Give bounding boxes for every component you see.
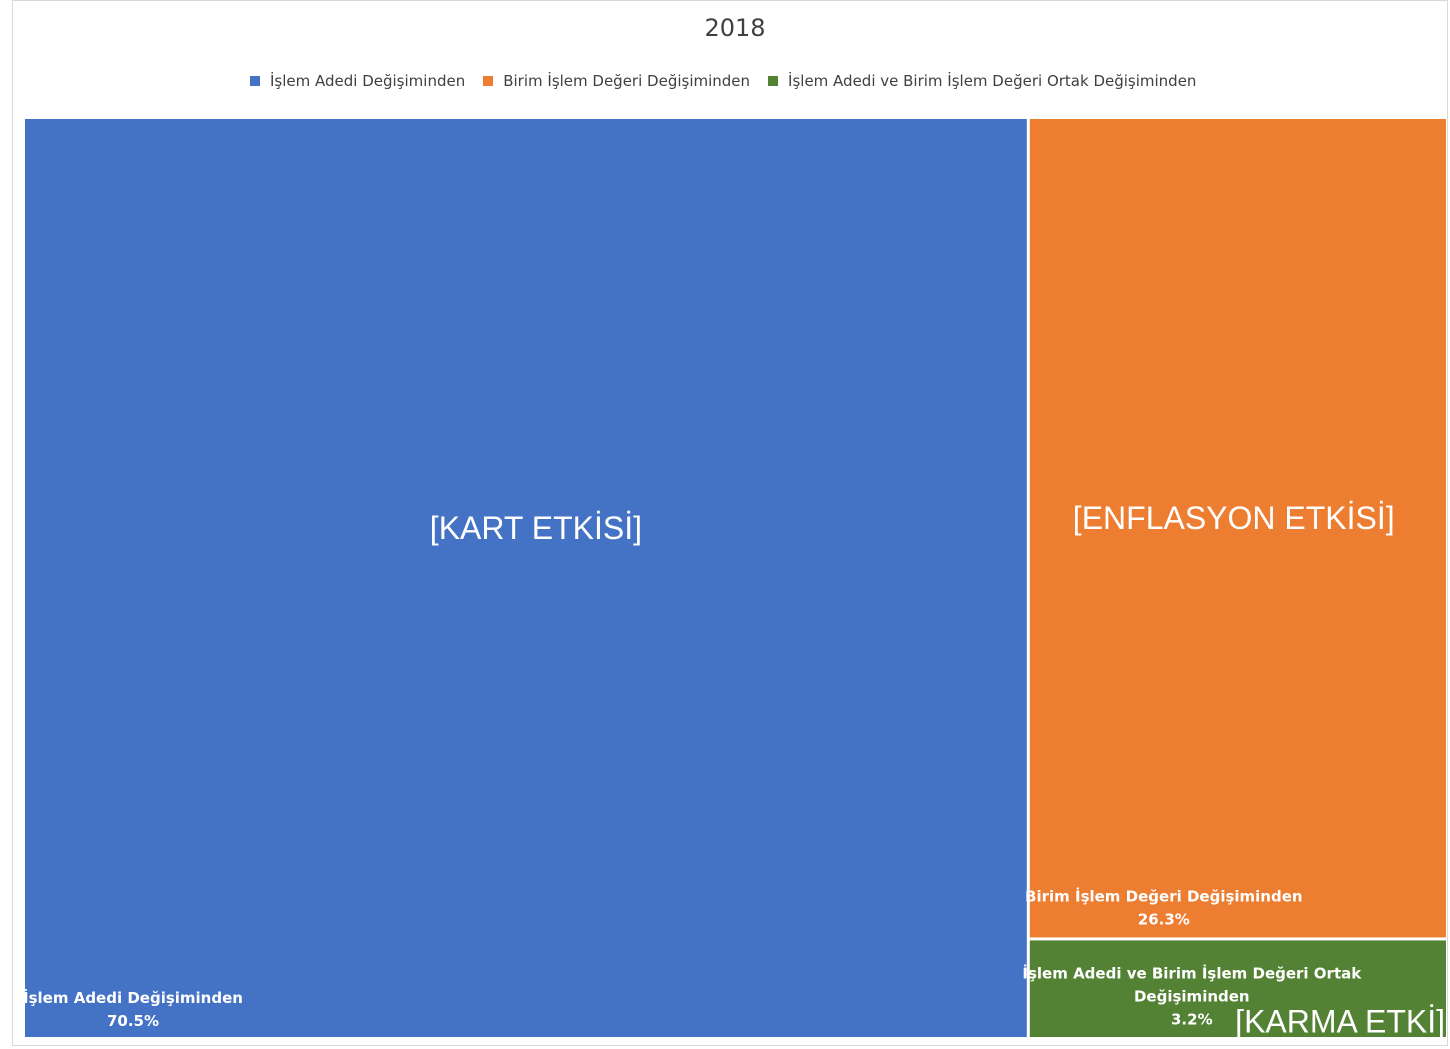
treemap-cell-ortak [1029, 940, 1446, 1037]
treemap-cell-islem-adedi [25, 119, 1027, 1037]
legend-item-islem-adedi: İşlem Adedi Değişiminden [250, 72, 465, 90]
legend-label-birim-islem: Birim İşlem Değeri Değişiminden [503, 72, 751, 90]
legend-swatch-blue [250, 76, 260, 86]
chart-title: 2018 [704, 14, 766, 42]
annotation-enflasyon-etkisi: [ENFLASYON ETKİSİ] [1073, 500, 1395, 536]
cell-value-ortak: 3.2% [1171, 1010, 1213, 1028]
cell-value-birim-islem: 26.3% [1138, 910, 1190, 928]
cell-value-islem-adedi: 70.5% [107, 1012, 159, 1030]
legend-item-birim-islem: Birim İşlem Değeri Değişiminden [483, 72, 750, 90]
legend-swatch-green [768, 76, 779, 86]
legend-item-ortak: İşlem Adedi ve Birim İşlem Değeri Ortak … [768, 72, 1196, 90]
legend-label-ortak: İşlem Adedi ve Birim İşlem Değeri Ortak … [788, 72, 1197, 90]
legend-swatch-orange [483, 76, 494, 86]
legend-label-islem-adedi: İşlem Adedi Değişiminden [270, 72, 466, 90]
legend: İşlem Adedi Değişiminden Birim İşlem Değ… [250, 72, 1214, 90]
cell-label-ortak-line2: Değişiminden [1134, 987, 1250, 1005]
annotation-karma-etki: [KARMA ETKİ] [1235, 1003, 1445, 1039]
cell-label-islem-adedi: İşlem Adedi Değişiminden [23, 988, 243, 1007]
cell-label-birim-islem: Birim İşlem Değeri Değişiminden [1025, 886, 1303, 905]
treemap-cell-birim-islem [1029, 119, 1446, 938]
annotation-kart-etkisi: [KART ETKİSİ] [430, 510, 642, 546]
cell-label-ortak-line1: İşlem Adedi ve Birim İşlem Değeri Ortak [1022, 963, 1362, 982]
